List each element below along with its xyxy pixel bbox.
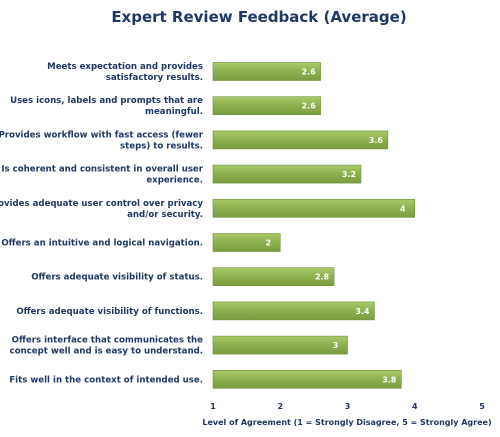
category-label: Offers adequate visibility of functions. xyxy=(16,307,203,317)
bar xyxy=(212,233,281,252)
category-label: Fits well in the context of intended use… xyxy=(9,375,203,385)
value-label: 4 xyxy=(400,204,406,213)
value-label: 3.2 xyxy=(342,170,356,179)
bar xyxy=(212,96,321,115)
category-label: Provides adequate user control over priv… xyxy=(0,199,203,220)
x-tick-label: 4 xyxy=(412,402,418,411)
value-label: 2.6 xyxy=(302,102,317,111)
bar xyxy=(212,369,402,389)
value-label: 3.4 xyxy=(355,307,370,316)
bar xyxy=(212,301,375,321)
value-label: 3 xyxy=(333,341,339,350)
bar xyxy=(212,335,348,355)
x-tick-label: 5 xyxy=(479,402,485,411)
x-tick-label: 1 xyxy=(210,402,216,411)
bar xyxy=(212,130,389,150)
category-label: Meets expectation and provides satisfacto… xyxy=(47,62,203,83)
value-label: 2.6 xyxy=(302,68,317,77)
category-label: Offers an intuitive and logical navigati… xyxy=(1,239,203,249)
value-label: 2.8 xyxy=(315,273,330,282)
bar xyxy=(212,199,416,218)
category-label: Offers adequate visibility of status. xyxy=(31,273,203,283)
x-tick-label: 2 xyxy=(277,402,283,411)
category-label: Is coherent and consistent in overall us… xyxy=(1,165,203,186)
value-label: 2 xyxy=(265,239,271,248)
bar xyxy=(212,267,335,287)
value-label: 3.8 xyxy=(382,375,397,384)
category-label: Provides workflow with fast access (fewe… xyxy=(0,130,204,151)
chart-title: Expert Review Feedback (Average) xyxy=(111,8,406,26)
plot-area: Meets expectation and provides satisfacto… xyxy=(0,62,485,411)
bar xyxy=(212,164,362,184)
x-tick-label: 3 xyxy=(345,402,351,411)
value-label: 3.6 xyxy=(369,136,384,145)
bar xyxy=(212,62,321,81)
x-axis-title: Level of Agreement (1 = Strongly Disagre… xyxy=(202,418,491,427)
category-label: Offers interface that communicates the co… xyxy=(10,336,204,357)
category-label: Uses icons, labels and prompts that are m… xyxy=(10,96,203,117)
